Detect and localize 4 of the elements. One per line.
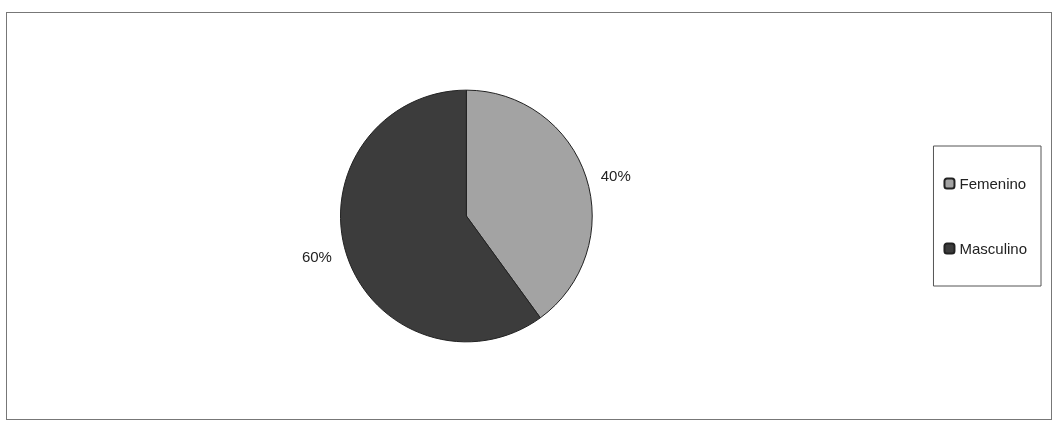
legend-label: Masculino — [959, 240, 1027, 257]
data-label: 60% — [301, 248, 332, 266]
legend-label: Femenino — [959, 175, 1027, 192]
data-label: 40% — [600, 166, 631, 184]
